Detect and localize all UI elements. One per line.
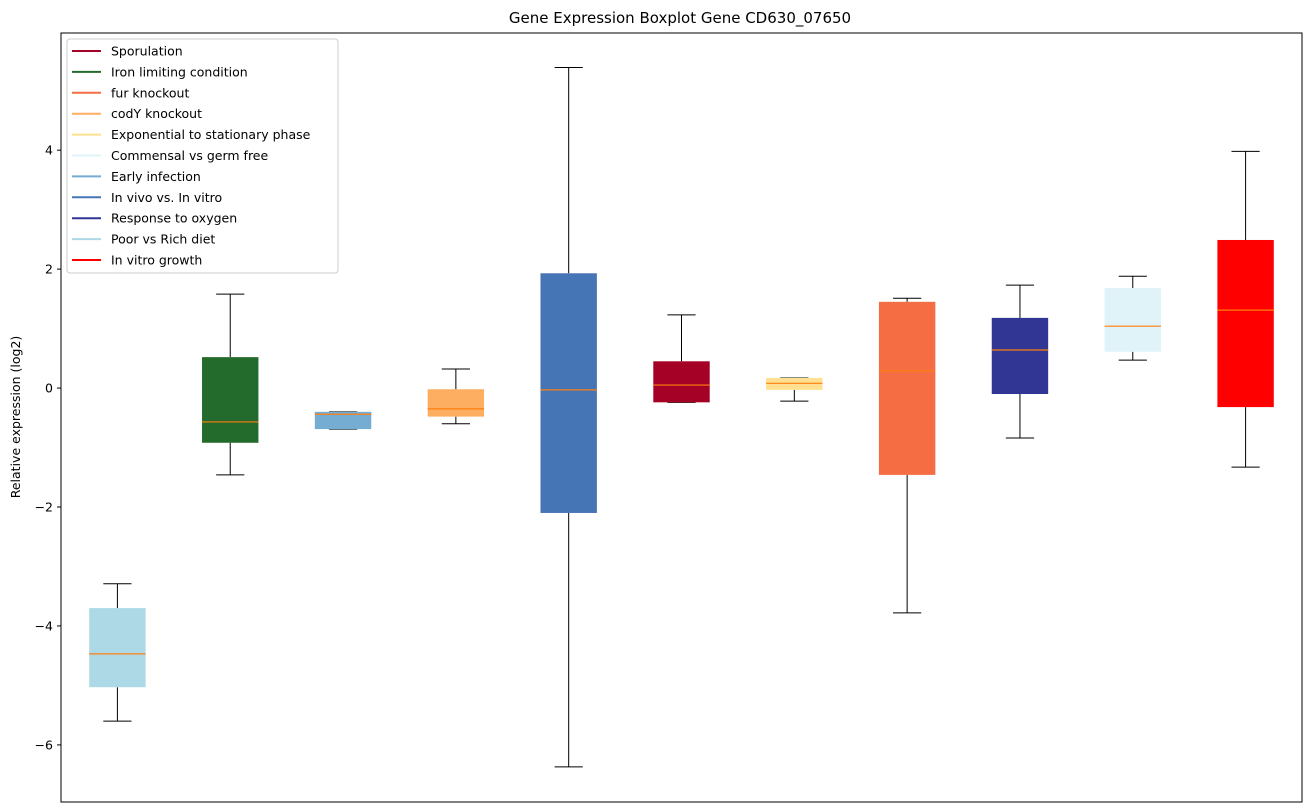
y-tick-label: −6	[35, 737, 53, 752]
legend-label: fur knockout	[111, 85, 189, 100]
y-tick-label: −4	[35, 618, 53, 633]
legend-label: Response to oxygen	[111, 211, 237, 226]
box-body	[202, 357, 259, 443]
box-commensal-vs-germ-free	[1104, 275, 1161, 361]
chart-title: Gene Expression Boxplot Gene CD630_07650	[509, 9, 851, 28]
legend-item: codY knockout	[72, 106, 202, 121]
y-axis-label: Relative expression (log2)	[8, 336, 23, 499]
legend-label: Exponential to stationary phase	[111, 127, 311, 142]
legend-label: codY knockout	[111, 106, 202, 121]
box-body	[1217, 239, 1274, 408]
box-body	[653, 361, 710, 403]
legend-item: fur knockout	[72, 85, 189, 100]
boxes	[89, 66, 1274, 768]
plot-frame	[60, 32, 1303, 803]
box-cody-knockout	[427, 368, 485, 425]
box-exponential-to-stationary-phase	[766, 377, 823, 402]
legend-label: Sporulation	[111, 44, 183, 59]
legend-label: In vivo vs. In vitro	[111, 190, 222, 205]
legend-item: Iron limiting condition	[72, 64, 248, 79]
legend-item: Response to oxygen	[72, 211, 237, 226]
box-body	[314, 411, 372, 430]
legend-item: Sporulation	[72, 44, 183, 59]
box-poor-vs-rich-diet	[89, 583, 146, 722]
legend: Sporulation Iron limiting condition fur kn…	[66, 38, 339, 274]
box-fur-knockout	[878, 297, 936, 614]
box-body	[540, 273, 597, 513]
legend-item: Exponential to stationary phase	[72, 127, 311, 142]
y-tick-label: 4	[45, 143, 53, 158]
legend-item: In vivo vs. In vitro	[72, 190, 222, 205]
box-body	[1104, 288, 1161, 352]
legend-label: Early infection	[111, 169, 201, 184]
y-tick-label: 0	[45, 381, 53, 396]
legend-item: Poor vs Rich diet	[72, 232, 215, 247]
legend-label: Commensal vs germ free	[111, 148, 268, 163]
box-iron-limiting-condition	[202, 293, 259, 476]
y-tick-label: 2	[45, 262, 53, 277]
legend-box	[66, 38, 339, 274]
box-response-to-oxygen	[991, 284, 1049, 439]
box-body	[89, 608, 146, 688]
legend-item: Early infection	[72, 169, 201, 184]
box-body	[878, 301, 936, 475]
legend-item: In vitro growth	[72, 253, 202, 268]
box-body	[427, 389, 485, 417]
box-in-vitro-growth	[1217, 150, 1274, 468]
box-early-infection	[314, 411, 372, 430]
legend-item: Commensal vs germ free	[72, 148, 268, 163]
legend-label: Poor vs Rich diet	[111, 232, 215, 247]
legend-label: Iron limiting condition	[111, 64, 248, 79]
box-body	[991, 317, 1049, 395]
box-in-vivo-vs-in-vitro	[540, 66, 597, 768]
y-tick-label: −2	[35, 500, 53, 515]
box-sporulation	[653, 314, 710, 403]
legend-label: In vitro growth	[111, 253, 202, 268]
y-axis: −6 −4 −2 0 2 4	[35, 143, 61, 752]
